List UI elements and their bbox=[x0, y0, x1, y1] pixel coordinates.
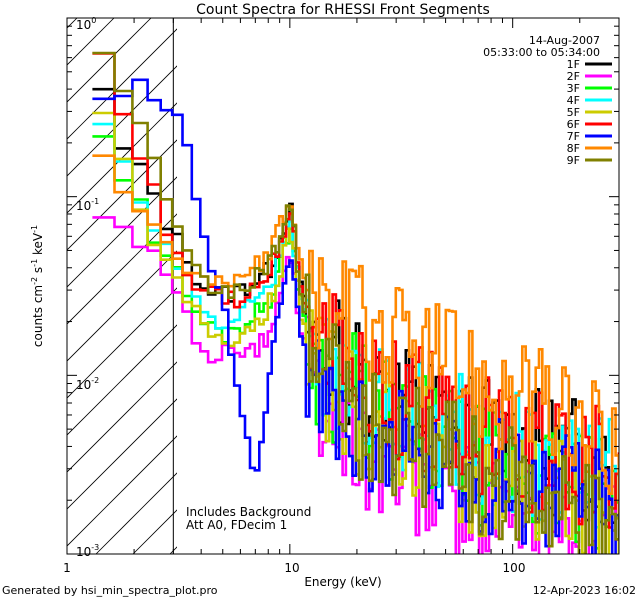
legend-label-5F: 5F bbox=[567, 106, 580, 119]
axis-ticks bbox=[66, 17, 620, 555]
hatch-line bbox=[67, 102, 177, 214]
plot-frame bbox=[66, 17, 620, 555]
annotation-attenuator: Att A0, FDecim 1 bbox=[186, 518, 287, 532]
series-8F-line bbox=[92, 154, 619, 517]
legend-label-8F: 8F bbox=[567, 142, 580, 155]
legend-label-3F: 3F bbox=[567, 82, 580, 95]
y-tick-label: 10-3 bbox=[76, 543, 99, 559]
x-tick-label: 100 bbox=[503, 561, 526, 575]
y-tick-label: 10-2 bbox=[76, 376, 99, 392]
x-tick-label: 1 bbox=[63, 561, 71, 575]
observation-date: 14-Aug-2007 bbox=[529, 34, 600, 47]
x-tick-label: 10 bbox=[284, 561, 299, 575]
y-tick-label: 10-1 bbox=[76, 197, 99, 213]
hatch-line bbox=[67, 398, 177, 510]
hatch-line bbox=[67, 213, 177, 325]
x-axis-label: Energy (keV) bbox=[304, 575, 381, 589]
legend-label-7F: 7F bbox=[567, 130, 580, 143]
legend-label-9F: 9F bbox=[567, 154, 580, 167]
legend-label-4F: 4F bbox=[567, 94, 580, 107]
hatch-line bbox=[67, 435, 177, 547]
legend-label-6F: 6F bbox=[567, 118, 580, 131]
chart-title: Count Spectra for RHESSI Front Segments bbox=[196, 2, 490, 18]
hatch-line bbox=[0, 0, 104, 554]
y-tick-label: 100 bbox=[76, 16, 96, 32]
hatch-line bbox=[67, 18, 115, 66]
hatch-line bbox=[67, 176, 177, 288]
y-axis-label: counts cm-2 s-1 keV-1 bbox=[30, 225, 45, 347]
annotation-background: Includes Background bbox=[186, 505, 311, 519]
time-range: 05:33:00 to 05:34:00 bbox=[483, 46, 600, 59]
legend-label-2F: 2F bbox=[567, 70, 580, 83]
hatch-line bbox=[67, 361, 177, 473]
generated-by: Generated by hsi_min_spectra_plot.pro bbox=[2, 584, 218, 597]
series-9F-line bbox=[92, 51, 619, 554]
hatch-line bbox=[67, 18, 78, 29]
hatch-line bbox=[67, 28, 177, 140]
legend-label-1F: 1F bbox=[567, 58, 580, 71]
generation-timestamp: 12-Apr-2023 16:02 bbox=[533, 584, 636, 597]
spectra-series bbox=[92, 51, 619, 554]
